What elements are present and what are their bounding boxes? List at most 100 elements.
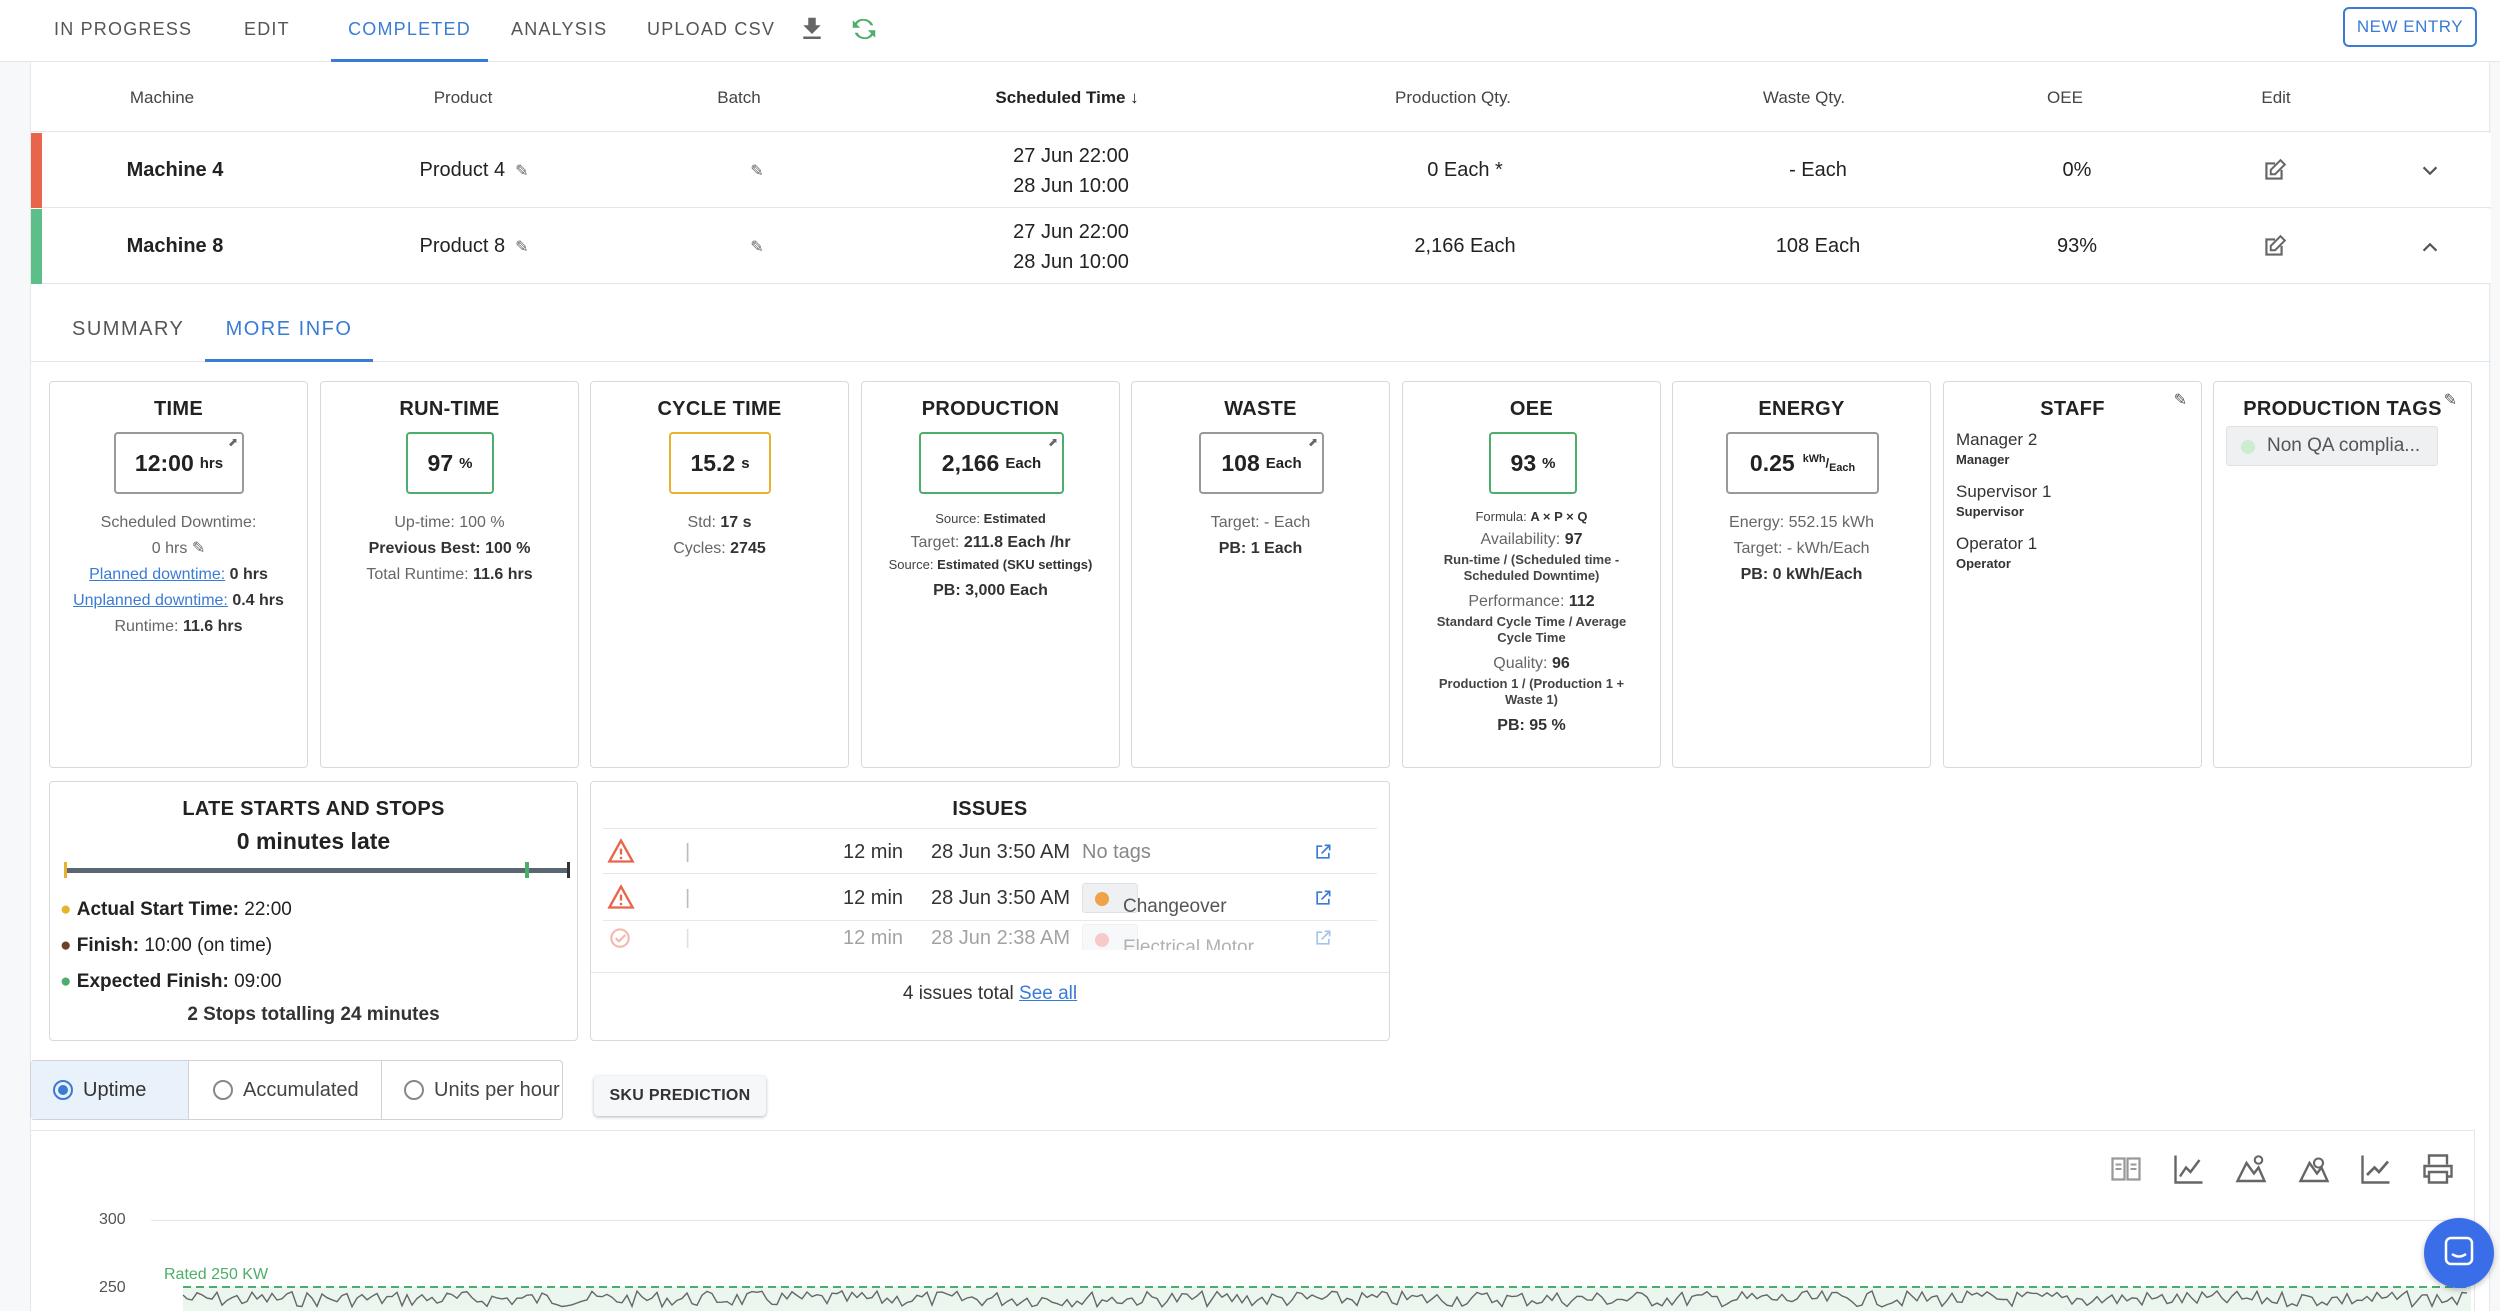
chart-mode-radio-group: Uptime Accumulated Units per hour bbox=[30, 1060, 563, 1120]
product-cell: Product 4 ✎ bbox=[419, 133, 528, 208]
issue-time: 28 Jun 2:38 AM bbox=[931, 927, 1070, 949]
radio-units-per-hour[interactable]: Units per hour bbox=[382, 1061, 562, 1119]
edit-product-pencil-icon[interactable]: ✎ bbox=[515, 162, 529, 180]
radio-accumulated[interactable]: Accumulated bbox=[189, 1061, 382, 1119]
tab-edit[interactable]: EDIT bbox=[244, 19, 290, 39]
planned-downtime-link[interactable]: Planned downtime: bbox=[89, 566, 226, 583]
unplanned-downtime-link[interactable]: Unplanned downtime: bbox=[73, 592, 228, 609]
time-value-box[interactable]: 12:00 hrs ⬈ bbox=[114, 432, 244, 494]
oee-pb: PB: 95 % bbox=[1497, 717, 1566, 734]
table-row[interactable]: Machine 4 Product 4 ✎ ✎ 27 Jun 22:00 28 Ju… bbox=[31, 133, 2491, 208]
edit-product-pencil-icon[interactable]: ✎ bbox=[515, 238, 529, 256]
divider: | bbox=[685, 841, 691, 863]
tab-in-progress[interactable]: IN PROGRESS bbox=[54, 19, 193, 39]
refresh-icon[interactable] bbox=[849, 14, 879, 44]
actual-start-row: ● Actual Start Time: 22:00 bbox=[60, 892, 292, 928]
cycle-unit: s bbox=[741, 454, 750, 472]
col-oee[interactable]: OEE bbox=[2047, 88, 2083, 107]
issue-row[interactable]: | 12 min 28 Jun 3:50 AM No tags bbox=[603, 828, 1377, 874]
oee-unit: % bbox=[1542, 454, 1556, 472]
edit-staff-pencil-icon[interactable]: ✎ bbox=[2173, 392, 2187, 409]
tag-dot-icon bbox=[1095, 933, 1109, 947]
edit-corner-icon[interactable]: ⬈ bbox=[227, 435, 238, 449]
radio-selected-icon bbox=[53, 1080, 73, 1100]
staff-name: Manager 2 bbox=[1956, 430, 2038, 449]
energy-value: 0.25 bbox=[1749, 449, 1795, 476]
zoom-area-icon[interactable] bbox=[2233, 1151, 2269, 1187]
col-production-qty[interactable]: Production Qty. bbox=[1395, 88, 1511, 107]
card-production-tags: PRODUCTION TAGS ✎ Non QA complia... bbox=[2213, 381, 2472, 768]
edit-entry-icon[interactable] bbox=[2261, 209, 2287, 284]
energy-pb-row: PB: 0 kWh/Each bbox=[1673, 562, 1930, 588]
source1-row: Source: Estimated bbox=[862, 508, 1119, 530]
open-external-icon[interactable] bbox=[1313, 922, 1333, 950]
col-waste-qty[interactable]: Waste Qty. bbox=[1762, 88, 1846, 107]
see-all-link[interactable]: See all bbox=[1019, 983, 1078, 1004]
table-header: Machine Product Batch Scheduled Time ↓ P… bbox=[31, 62, 2491, 132]
pencil-icon[interactable]: ✎ bbox=[191, 540, 206, 557]
runtime-label: Runtime: bbox=[114, 618, 179, 635]
tab-completed[interactable]: COMPLETED bbox=[331, 0, 488, 62]
issue-duration: 12 min bbox=[843, 841, 904, 863]
source2-label: Source: bbox=[888, 557, 934, 572]
edit-batch-pencil-icon[interactable]: ✎ bbox=[750, 238, 764, 256]
machine-name: Machine 4 bbox=[126, 159, 224, 181]
scatter-chart-icon[interactable] bbox=[2171, 1151, 2207, 1187]
timeline-finish-marker bbox=[567, 862, 570, 878]
energy-unit-bottom: Each bbox=[1829, 461, 1856, 474]
edit-batch-pencil-icon[interactable]: ✎ bbox=[750, 162, 764, 180]
production-tag-chip[interactable]: Non QA complia... bbox=[2226, 426, 2438, 466]
time-details: Scheduled Downtime: 0 hrs ✎ Planned down… bbox=[50, 510, 307, 640]
edit-tags-pencil-icon[interactable]: ✎ bbox=[2443, 392, 2457, 409]
production-value-box[interactable]: 2,166 Each ⬈ bbox=[919, 432, 1064, 494]
avail-row: Availability: 97 bbox=[1403, 528, 1660, 552]
chat-launcher-button[interactable] bbox=[2424, 1218, 2494, 1288]
table-row[interactable]: Machine 8 Product 8 ✎ ✎ 27 Jun 22:00 28 Ju… bbox=[31, 209, 2491, 284]
col-product[interactable]: Product bbox=[433, 88, 493, 107]
total-label: Total Runtime: bbox=[366, 566, 469, 583]
new-entry-button[interactable]: NEW ENTRY bbox=[2343, 7, 2477, 47]
waste-value-box[interactable]: 108 Each ⬈ bbox=[1199, 432, 1324, 494]
scheduled-time-cell: 27 Jun 22:00 28 Jun 10:00 bbox=[1013, 133, 1129, 208]
tab-summary[interactable]: SUMMARY bbox=[72, 318, 185, 340]
energy-value-box: 0.25 kWh/Each bbox=[1726, 432, 1879, 494]
perf-row: Performance: 112 bbox=[1403, 590, 1660, 614]
machine-name: Machine 8 bbox=[126, 235, 224, 257]
radio-label: Units per hour bbox=[434, 1079, 560, 1101]
divider: | bbox=[685, 927, 691, 949]
edit-corner-icon[interactable]: ⬈ bbox=[1047, 435, 1058, 449]
issue-tag: Changeover bbox=[1123, 896, 1227, 917]
tab-upload-csv[interactable]: UPLOAD CSV bbox=[647, 19, 776, 39]
compare-columns-icon[interactable] bbox=[2108, 1151, 2144, 1187]
production-qty: 2,166 Each bbox=[1414, 235, 1516, 257]
tab-analysis[interactable]: ANALYSIS bbox=[511, 19, 608, 39]
col-batch[interactable]: Batch bbox=[717, 88, 761, 107]
download-icon[interactable] bbox=[797, 14, 827, 44]
edit-entry-icon[interactable] bbox=[2261, 133, 2287, 208]
open-external-icon[interactable] bbox=[1313, 829, 1333, 875]
line-chart-icon[interactable] bbox=[2358, 1151, 2394, 1187]
unplanned-row: Unplanned downtime: 0.4 hrs bbox=[50, 588, 307, 614]
issue-row[interactable]: | 12 min 28 Jun 3:50 AM Changeover bbox=[603, 875, 1377, 921]
status-bar-green bbox=[31, 209, 42, 284]
open-external-icon[interactable] bbox=[1313, 875, 1333, 921]
radio-uptime[interactable]: Uptime bbox=[31, 1061, 189, 1119]
time-start: 27 Jun 22:00 bbox=[1013, 144, 1129, 167]
timeline-expected-marker bbox=[525, 862, 529, 878]
tab-more-info[interactable]: MORE INFO bbox=[205, 307, 373, 362]
col-scheduled-time[interactable]: Scheduled Time ↓ bbox=[995, 88, 1138, 108]
expand-chevron-down-icon[interactable] bbox=[2419, 133, 2441, 208]
print-icon[interactable] bbox=[2420, 1151, 2456, 1187]
series-area bbox=[183, 1287, 2471, 1311]
col-machine[interactable]: Machine bbox=[129, 88, 195, 107]
collapse-chevron-up-icon[interactable] bbox=[2419, 209, 2441, 284]
issue-row[interactable]: | 12 min 28 Jun 2:38 AM Electrical Motor bbox=[603, 922, 1377, 950]
late-subtitle: 0 minutes late bbox=[236, 828, 391, 854]
edit-corner-icon[interactable]: ⬈ bbox=[1307, 435, 1318, 449]
staff-role: Supervisor bbox=[1956, 504, 2024, 519]
card-issues: ISSUES | 12 min 28 Jun 3:50 AM No tags |… bbox=[590, 781, 1390, 1041]
avail-label: Availability: bbox=[1480, 531, 1561, 548]
sku-prediction-button[interactable]: SKU PREDICTION bbox=[594, 1076, 766, 1116]
zoom-reset-icon[interactable] bbox=[2296, 1151, 2332, 1187]
scheduled-time-cell: 27 Jun 22:00 28 Jun 10:00 bbox=[1013, 209, 1129, 284]
